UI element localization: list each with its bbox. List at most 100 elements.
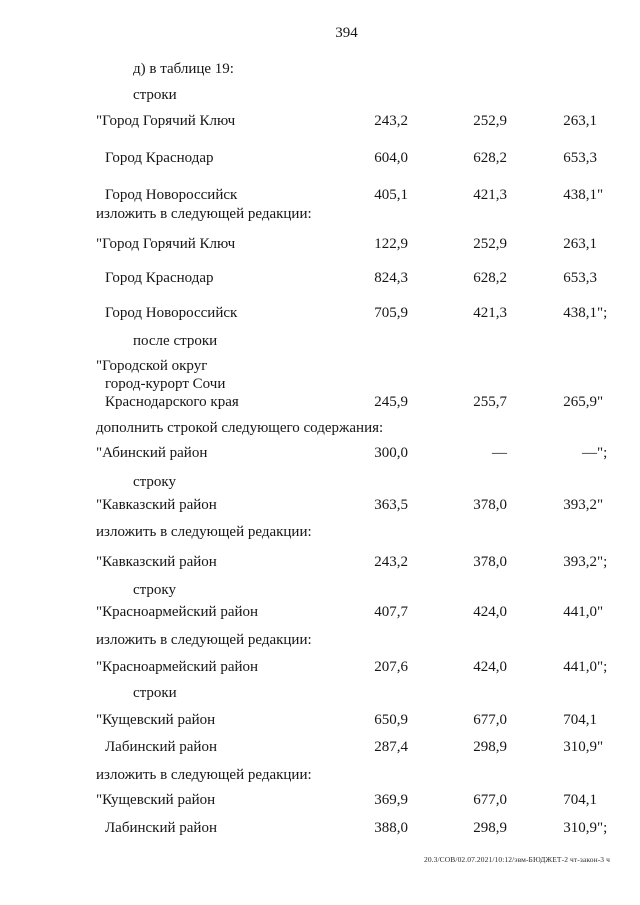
row-label: Город Краснодар <box>105 150 214 166</box>
row-suffix: "; <box>597 445 608 461</box>
row-value-2: 628,2 <box>473 150 507 166</box>
row-value-1: 705,9 <box>374 305 408 321</box>
row-value-1: 405,1 <box>374 187 408 203</box>
row-suffix: "; <box>597 554 608 570</box>
row-value-3: 393,2 "; <box>563 554 608 570</box>
row-label: "Красноармейский район <box>96 604 259 620</box>
table-row: Лабинский район 388,0 298,9 310,9 "; <box>96 819 607 837</box>
row-value-2: 298,9 <box>473 820 507 836</box>
row-value-1: 650,9 <box>374 712 408 728</box>
row-value-2: 424,0 <box>473 604 507 620</box>
row-value-3: 265,9 " <box>563 394 604 410</box>
row-label: "Абинский район <box>96 445 208 461</box>
section-label: строку <box>133 582 176 598</box>
row-label: "Кавказский район <box>96 554 217 570</box>
row-value-2: 424,0 <box>473 659 507 675</box>
row-value-1: 245,9 <box>374 394 408 410</box>
row-label: "Городской округ город-курорт Сочи Красн… <box>96 358 239 410</box>
row-value-1: 243,2 <box>374 554 408 570</box>
row-label: "Кущевский район <box>96 712 216 728</box>
row-suffix: "; <box>597 305 608 321</box>
directive-text: изложить в следующей редакции: <box>96 524 312 540</box>
row-value-1: 122,9 <box>374 236 408 252</box>
row-label: "Кавказский район <box>96 497 217 513</box>
row-label: "Красноармейский район <box>96 659 259 675</box>
row-value-1: 824,3 <box>374 270 408 286</box>
directive-text: изложить в следующей редакции: <box>96 767 312 783</box>
row-value-3: 704,1 <box>563 712 597 728</box>
row-value-3: 438,1 " <box>563 187 604 203</box>
row-value-1: 287,4 <box>374 739 408 755</box>
row-value-3: 263,1 <box>563 236 597 252</box>
row-label: Лабинский район <box>105 820 217 836</box>
row-value-3: 441,0 " <box>563 604 604 620</box>
table-row: "Красноармейский район 207,6 424,0 441,0… <box>96 658 608 676</box>
row-value-1: 369,9 <box>374 792 408 808</box>
row-label: "Город Горячий Ключ <box>96 113 236 129</box>
row-value-1: 407,7 <box>374 604 408 620</box>
row-value-2: 677,0 <box>473 792 507 808</box>
row-value-1: 363,5 <box>374 497 408 513</box>
row-suffix: "; <box>597 820 608 836</box>
table-row: "Кавказский район 243,2 378,0 393,2 "; <box>96 553 608 571</box>
table-row: "Городской округ город-курорт Сочи Красн… <box>96 357 604 411</box>
directive-text: дополнить строкой следующего содержания: <box>96 420 384 436</box>
table-row: "Город Горячий Ключ 122,9 252,9 263,1 <box>96 235 597 253</box>
row-value-1: 207,6 <box>374 659 408 675</box>
table-row: Город Новороссийск 705,9 421,3 438,1 "; <box>96 304 608 322</box>
row-value-3: 653,3 <box>563 150 597 166</box>
row-value-2: 252,9 <box>473 236 507 252</box>
amendment-intro: д) в таблице 19: <box>133 61 234 77</box>
table-row: Город Краснодар 824,3 628,2 653,3 <box>96 269 597 287</box>
row-suffix: "; <box>597 659 608 675</box>
row-value-1: 388,0 <box>374 820 408 836</box>
row-value-3: 653,3 <box>563 270 597 286</box>
row-value-3: 310,9 " <box>563 739 604 755</box>
section-label: после строки <box>133 333 218 349</box>
row-value-2: 252,9 <box>473 113 507 129</box>
document-body: д) в таблице 19: строки "Город Горячий К… <box>0 60 640 837</box>
table-row: "Кущевский район 650,9 677,0 704,1 <box>96 711 597 729</box>
row-value-2: 421,3 <box>473 187 507 203</box>
table-row: Город Новороссийск 405,1 421,3 438,1 " <box>96 186 604 204</box>
row-label: Город Новороссийск <box>105 187 238 203</box>
row-label: Город Новороссийск <box>105 305 238 321</box>
section-label: строки <box>133 87 177 103</box>
table-row: "Кущевский район 369,9 677,0 704,1 <box>96 791 597 809</box>
directive-text: изложить в следующей редакции: <box>96 206 312 222</box>
table-row: Город Краснодар 604,0 628,2 653,3 <box>96 149 597 167</box>
row-label: "Город Горячий Ключ <box>96 236 236 252</box>
table-row: "Красноармейский район 407,7 424,0 441,0… <box>96 603 604 621</box>
table-row: Лабинский район 287,4 298,9 310,9 " <box>96 738 604 756</box>
row-value-2: 255,7 <box>473 394 507 410</box>
page-number: 394 <box>335 25 358 41</box>
section-label: строки <box>133 685 177 701</box>
row-value-3: 393,2 " <box>563 497 604 513</box>
table-row: "Город Горячий Ключ 243,2 252,9 263,1 <box>96 112 597 130</box>
table-row: "Кавказский район 363,5 378,0 393,2 " <box>96 496 604 514</box>
row-suffix: " <box>597 739 604 755</box>
row-suffix: " <box>597 604 604 620</box>
row-value-3: 704,1 <box>563 792 597 808</box>
row-value-1: 243,2 <box>374 113 408 129</box>
table-row: "Абинский район 300,0 — — "; <box>96 444 608 462</box>
row-value-3: 438,1 "; <box>563 305 608 321</box>
row-label: Город Краснодар <box>105 270 214 286</box>
row-label: "Кущевский район <box>96 792 216 808</box>
row-value-1: 604,0 <box>374 150 408 166</box>
footer-stamp: 20.3/СОВ/02.07.2021/10:12/эвм-БЮДЖЕТ-2 ч… <box>423 855 610 864</box>
row-value-2: 421,3 <box>473 305 507 321</box>
row-suffix: " <box>597 394 604 410</box>
row-value-3: 441,0 "; <box>563 659 608 675</box>
directive-text: изложить в следующей редакции: <box>96 632 312 648</box>
row-value-2: 378,0 <box>473 497 507 513</box>
row-value-3: 263,1 <box>563 113 597 129</box>
row-value-3: — "; <box>582 445 608 461</box>
row-value-2: 298,9 <box>473 739 507 755</box>
row-value-1: 300,0 <box>374 445 408 461</box>
section-label: строку <box>133 474 176 490</box>
row-label: Лабинский район <box>105 739 217 755</box>
row-value-2: 677,0 <box>473 712 507 728</box>
row-value-2: — <box>492 445 507 461</box>
